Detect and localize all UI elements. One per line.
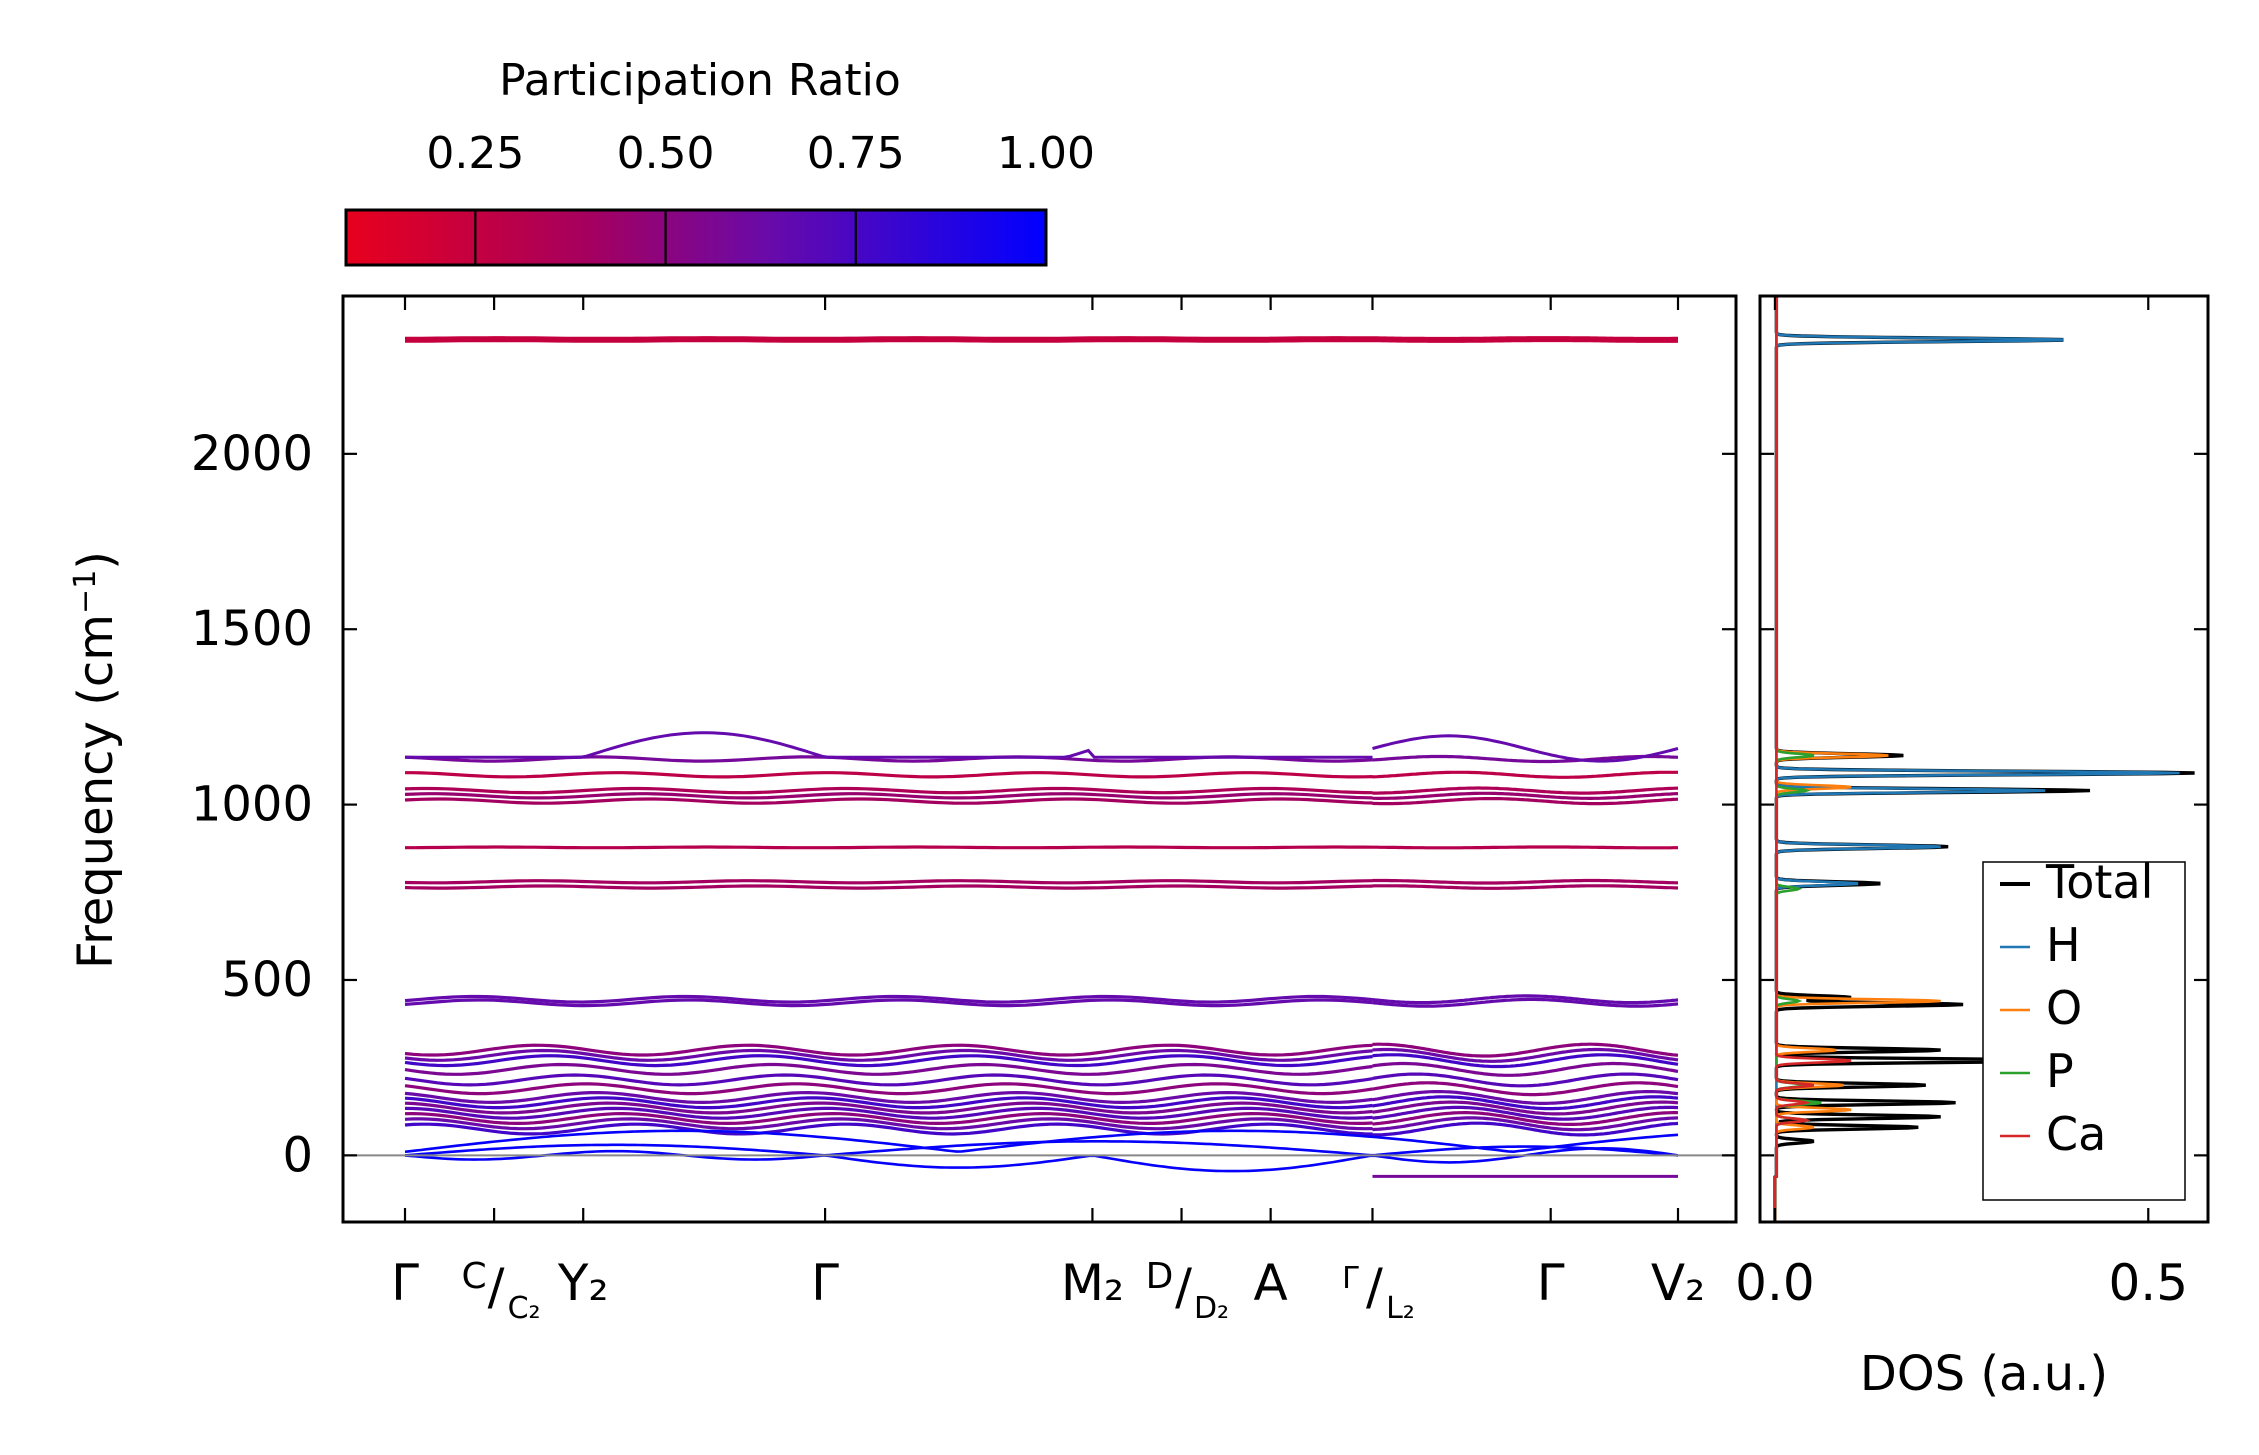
x-label-slash: /	[1175, 1258, 1192, 1316]
colorbar-tick-label: 0.50	[617, 128, 715, 179]
dos-curve-ca	[1773, 296, 1852, 1222]
legend-label-ca: Ca	[2046, 1107, 2106, 1161]
x-tick-label: Y₂	[557, 1254, 609, 1312]
x-tick-label: L₂	[1386, 1291, 1415, 1326]
dos-x-axis-label: DOS (a.u.)	[1860, 1346, 2108, 1402]
dos-axes-frame	[1758, 294, 2210, 1224]
band-line-lattice	[404, 1054, 1373, 1068]
band-line-bend	[404, 994, 1373, 1004]
legend-label-h: H	[2046, 918, 2081, 972]
x-tick-label: Γ	[1537, 1254, 1565, 1312]
y-tick-label: 500	[221, 952, 313, 1008]
band-line-acoustic	[404, 1129, 1679, 1154]
colorbar: Participation Ratio 0.25 0.50 0.75 1.00	[344, 55, 1095, 267]
band-line-bend	[1372, 997, 1679, 1008]
x-label-slash: /	[1366, 1258, 1383, 1316]
x-tick-label: C₂	[508, 1291, 541, 1326]
dos-legend: Total HOP Ca	[1982, 855, 2186, 1201]
band-line-lattice	[404, 1101, 1373, 1115]
x-tick-label: V₂	[1651, 1254, 1705, 1312]
band-line-lattice	[1372, 1116, 1679, 1132]
x-tick-label: Γ	[811, 1254, 839, 1312]
band-line-lattice	[1372, 1095, 1679, 1111]
band-line-lattice	[404, 1117, 1373, 1131]
x-tick-label: D	[1146, 1256, 1174, 1297]
band-line-lattice	[404, 1090, 1373, 1105]
colorbar-tick-label: 1.00	[997, 128, 1095, 179]
colorbar-title: Participation Ratio	[499, 55, 901, 106]
legend-label-total: Total	[2045, 855, 2153, 909]
band-line-lattice	[404, 1073, 1373, 1087]
band-line-low	[404, 879, 1373, 885]
band-line-lattice	[404, 1122, 1373, 1136]
band-line-low	[1372, 884, 1679, 890]
x-tick-label: C	[462, 1256, 487, 1297]
colorbar-gradient	[344, 208, 1048, 267]
band-line-lattice	[404, 1048, 1373, 1062]
x-tick-label: A	[1254, 1254, 1288, 1312]
y-axis-label: Frequency (cm−1)	[68, 551, 125, 969]
band-line-lattice	[1372, 1111, 1679, 1126]
band-line-lattice	[1372, 1047, 1679, 1063]
band-line-lattice	[1372, 1090, 1679, 1105]
band-line-bend	[1372, 994, 1679, 1005]
band-line-lattice	[1372, 1100, 1679, 1116]
band-line-lattice	[404, 1043, 1373, 1057]
band-line-oh	[1372, 336, 1678, 341]
band-line-lattice	[404, 1111, 1373, 1126]
band-line-stretch	[404, 786, 1373, 795]
legend-label-p: P	[2046, 1044, 2074, 1098]
band-line-lattice	[1372, 1105, 1679, 1121]
band-line-lattice	[404, 1062, 1373, 1076]
band-line-mid	[405, 845, 1373, 850]
band-line-lattice	[1372, 1053, 1679, 1069]
band-line-stretch	[405, 771, 1373, 779]
band-line-oh	[405, 338, 1373, 343]
band-line-bend	[404, 998, 1373, 1008]
band-axes-frame	[341, 294, 1738, 1224]
y-tick-label: 1000	[191, 777, 313, 833]
legend-frame	[1982, 861, 2186, 1201]
band-line-stretch	[1372, 791, 1679, 800]
band-line-stretch	[1372, 770, 1678, 779]
dos-x-tick-label: 0.5	[2109, 1254, 2189, 1312]
band-line-disp	[405, 731, 1373, 759]
dos-x-tick-label: 0.0	[1735, 1254, 1815, 1312]
band-line-lattice	[1372, 1072, 1679, 1088]
band-line-oh	[1372, 338, 1679, 343]
band-line-stretch	[404, 797, 1373, 805]
x-label-slash: /	[488, 1258, 505, 1316]
colorbar-tick-label: 0.25	[426, 128, 524, 179]
band-line-lattice	[1372, 1061, 1679, 1077]
colorbar-tick-label: 0.75	[807, 128, 905, 179]
x-tick-label: D₂	[1194, 1291, 1229, 1326]
band-line-stretch	[1372, 797, 1679, 806]
x-tick-label: Γ	[1342, 1261, 1359, 1296]
band-line-lattice	[1372, 1081, 1679, 1097]
band-line-acoustic	[404, 1146, 1679, 1173]
band-line-lattice	[404, 1106, 1373, 1120]
band-line-stretch	[1372, 786, 1678, 795]
band-line-stretch	[404, 792, 1373, 800]
y-tick-label: 0	[282, 1127, 313, 1183]
y-tick-label: 1500	[191, 601, 313, 657]
dos-panel: 0.0 0.5 DOS (a.u.) Total HOP Ca	[1735, 294, 2210, 1402]
band-line-stretch	[1372, 754, 1679, 764]
band-line-disp	[1372, 734, 1679, 763]
band-line-lattice	[1372, 1042, 1679, 1058]
band-line-mid	[1372, 845, 1678, 850]
band-line-lattice	[1372, 1121, 1679, 1137]
legend-label-o: O	[2046, 981, 2082, 1035]
band-line-lattice	[404, 1096, 1373, 1110]
band-line-lattice	[404, 1082, 1373, 1096]
y-tick-label: 2000	[191, 426, 313, 482]
band-line-low	[404, 884, 1373, 890]
band-line-low	[1372, 878, 1678, 885]
x-tick-label: M₂	[1061, 1254, 1124, 1312]
x-tick-label: Γ	[391, 1254, 419, 1312]
band-line-oh	[405, 336, 1373, 340]
